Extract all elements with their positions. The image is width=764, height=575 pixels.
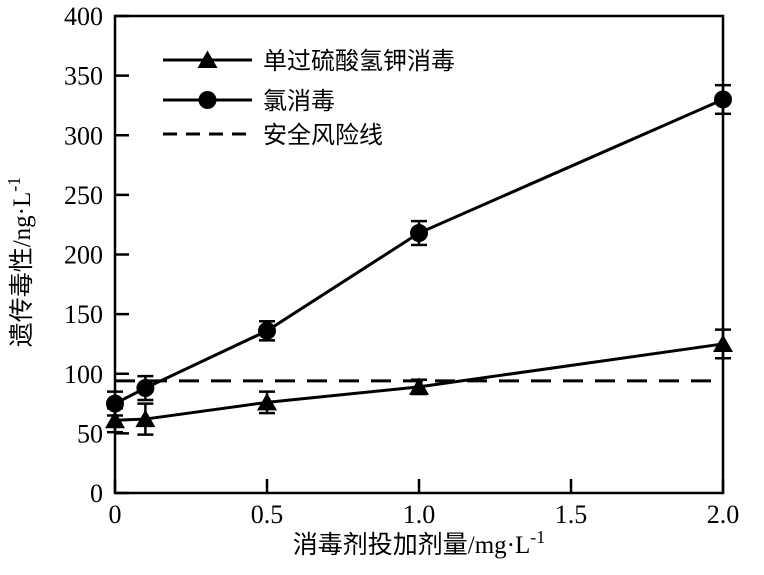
series-1-marker	[258, 321, 276, 340]
series-0-marker	[409, 377, 429, 395]
x-tick-label: 1.0	[403, 500, 436, 529]
y-axis-label: 遗传毒性/ng·L-1	[4, 177, 36, 348]
y-tick-label: 200	[64, 241, 103, 270]
y-tick-label: 0	[90, 479, 103, 508]
legend-label-2: 安全风险线	[263, 122, 383, 149]
y-tick-label: 150	[64, 300, 103, 329]
y-tick-label: 300	[64, 121, 103, 150]
legend-marker-circle	[198, 91, 217, 109]
x-tick-label: 2.0	[707, 500, 740, 529]
y-tick-label: 400	[64, 2, 103, 31]
x-tick-label: 0	[109, 500, 122, 529]
y-tick-label: 50	[77, 419, 103, 448]
y-tick-label: 100	[64, 360, 103, 389]
x-tick-label: 0.5	[251, 500, 284, 529]
series-1-marker	[136, 379, 155, 398]
series-0-marker	[135, 409, 156, 428]
series-1-marker	[410, 224, 428, 243]
x-axis-label: 消毒剂投加剂量/mg·L-1	[293, 527, 546, 559]
legend-label-1: 氯消毒	[263, 88, 335, 115]
legend-marker-triangle	[197, 50, 218, 68]
y-tick-label: 250	[64, 181, 103, 210]
legend-label-0: 单过硫酸氢钾消毒	[263, 48, 455, 75]
x-tick-label: 1.5	[555, 500, 588, 529]
y-tick-label: 350	[64, 62, 103, 91]
series-0-marker	[257, 392, 277, 411]
